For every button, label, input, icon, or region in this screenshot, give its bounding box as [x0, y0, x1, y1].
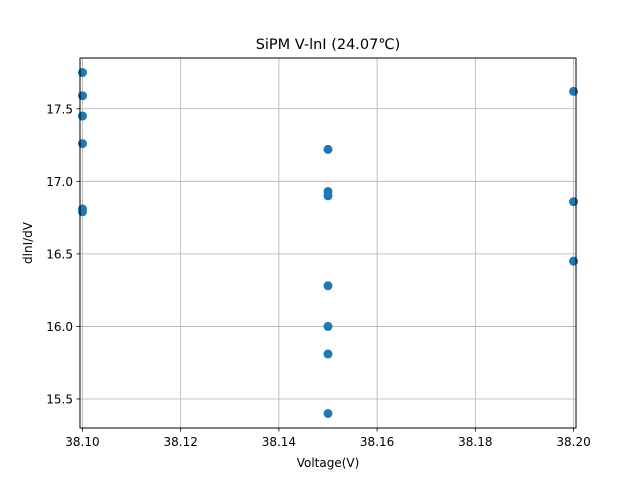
x-tick-label: 38.16 [360, 435, 394, 449]
y-axis-ticks: 15.5 16.0 16.5 17.0 17.5 [46, 102, 80, 406]
data-point [323, 144, 333, 154]
data-point [569, 197, 579, 207]
x-axis-ticks: 38.10 38.12 38.14 38.16 38.18 38.20 [65, 428, 591, 449]
axes-frame [79, 57, 577, 429]
data-point [323, 191, 333, 201]
data-point [77, 207, 87, 217]
data-point [323, 321, 333, 331]
plot-area [80, 58, 576, 428]
data-point [77, 91, 87, 101]
x-tick-label: 38.20 [556, 435, 590, 449]
data-point [77, 111, 87, 121]
y-tick-label: 17.0 [46, 175, 73, 189]
data-point [77, 68, 87, 78]
chart-title: SiPM V-lnI (24.07℃) [256, 37, 401, 53]
y-tick-label: 16.5 [46, 247, 73, 261]
data-point [569, 256, 579, 266]
y-axis-label: dlnI/dV [21, 221, 35, 264]
x-tick-label: 38.18 [458, 435, 492, 449]
x-tick-label: 38.12 [163, 435, 197, 449]
data-point [323, 281, 333, 291]
x-axis-label: Voltage(V) [297, 456, 360, 470]
x-tick-label: 38.14 [262, 435, 296, 449]
data-point [323, 349, 333, 359]
data-point [323, 408, 333, 418]
data-point [569, 86, 579, 96]
data-point [77, 139, 87, 149]
x-tick-label: 38.10 [65, 435, 99, 449]
y-tick-label: 15.5 [46, 392, 73, 406]
y-tick-label: 17.5 [46, 102, 73, 116]
grid-lines [80, 58, 576, 428]
y-tick-label: 16.0 [46, 320, 73, 334]
